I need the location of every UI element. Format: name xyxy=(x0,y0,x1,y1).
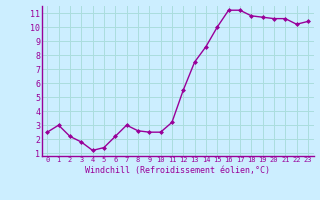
X-axis label: Windchill (Refroidissement éolien,°C): Windchill (Refroidissement éolien,°C) xyxy=(85,166,270,175)
